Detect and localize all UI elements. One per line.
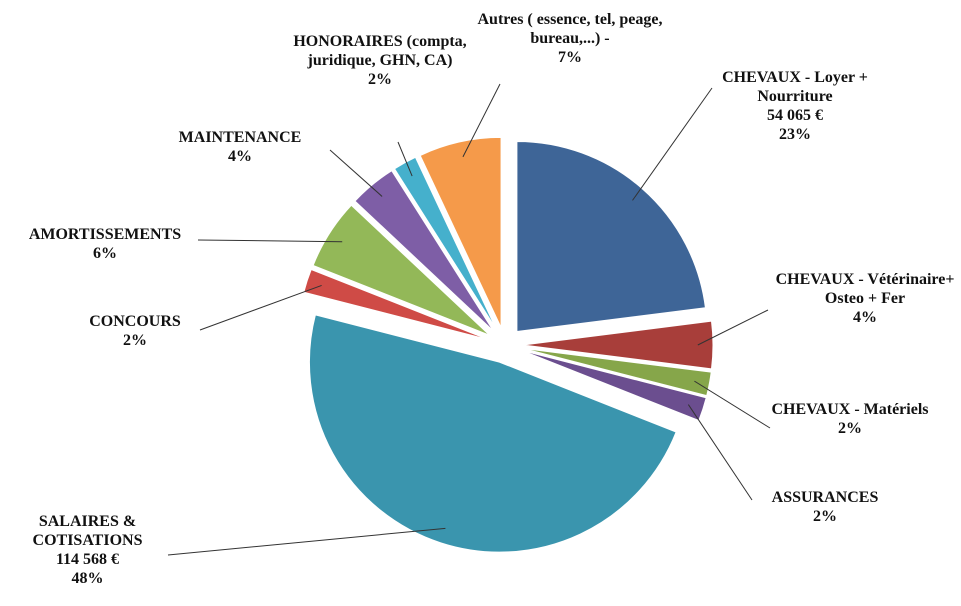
value-label: 48% (71, 570, 104, 587)
slice-label: CHEVAUX - Matériels 2% (770, 400, 930, 438)
leader-line (687, 404, 753, 501)
leader-line (697, 309, 769, 346)
value-label: 7% (558, 49, 582, 66)
slice-label: AMORTISSEMENTS 6% (0, 225, 210, 263)
slice-label: HONORAIRES (compta, juridique, GHN, CA) 2… (290, 32, 470, 89)
leader-line (329, 149, 383, 197)
pie-slice (522, 347, 712, 397)
pie-slice (393, 156, 497, 330)
value-label: 4% (853, 309, 877, 326)
value-label: 2% (123, 332, 147, 349)
value-label: 6% (93, 245, 117, 262)
slice-label: MAINTENANCE 4% (140, 128, 340, 166)
value-label: 2% (813, 508, 837, 525)
pie-slice (522, 320, 714, 370)
pie-slice (354, 170, 494, 332)
category-label: CHEVAUX - Loyer + Nourriture (722, 69, 868, 105)
category-label: AMORTISSEMENTS (28, 226, 182, 243)
slice-label: Autres ( essence, tel, peage, bureau,...… (470, 10, 670, 67)
category-label: HONORAIRES (compta, juridique, GHN, CA) (293, 33, 467, 69)
pie-slice (308, 314, 677, 553)
category-label: Autres ( essence, tel, peage, bureau,...… (477, 11, 663, 47)
amount-label: 114 568 € (55, 551, 120, 568)
pie-slice (419, 136, 502, 328)
category-label: ASSURANCES (771, 489, 879, 506)
pie-slice (516, 140, 706, 333)
category-label: CHEVAUX - Matériels (771, 401, 929, 418)
value-label: 2% (838, 420, 862, 437)
value-label: 4% (228, 148, 252, 165)
value-label: 2% (368, 71, 392, 88)
leader-line (167, 527, 446, 556)
slice-label: CONCOURS 2% (60, 312, 210, 350)
leader-line (397, 141, 413, 177)
slice-label: CHEVAUX - Vétérinaire+ Osteo + Fer 4% (765, 270, 961, 327)
leader-line (632, 87, 713, 201)
leader-line (694, 380, 771, 429)
slice-label: SALAIRES & COTISATIONS 114 568 € 48% (0, 512, 175, 588)
category-label: CONCOURS (89, 313, 181, 330)
slice-label: CHEVAUX - Loyer + Nourriture 54 065 € 23% (690, 68, 900, 144)
slice-label: ASSURANCES 2% (740, 488, 910, 526)
value-label: 23% (779, 126, 811, 143)
pie-slice (312, 204, 491, 336)
leader-line (199, 284, 322, 331)
category-label: CHEVAUX - Vétérinaire+ Osteo + Fer (775, 271, 955, 307)
category-label: MAINTENANCE (178, 129, 302, 146)
amount-label: 54 065 € (767, 107, 823, 124)
leader-line (462, 83, 501, 158)
leader-line (197, 239, 343, 243)
category-label: SALAIRES & COTISATIONS (32, 513, 143, 549)
